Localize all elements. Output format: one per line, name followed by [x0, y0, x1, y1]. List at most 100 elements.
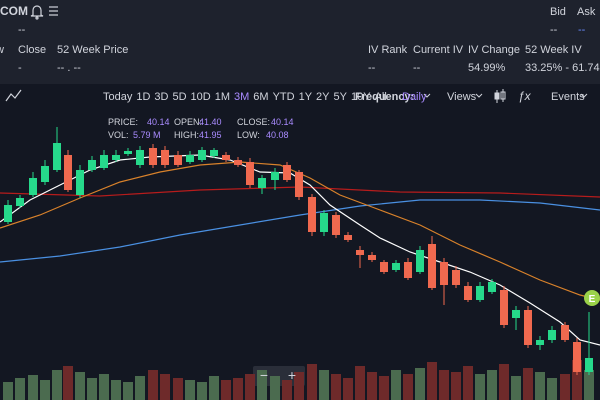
volume-bar [307, 364, 317, 400]
chevron [580, 93, 588, 98]
range-button[interactable]: All [374, 91, 387, 103]
volume-bar [547, 378, 557, 400]
fx-icon[interactable]: ƒx [518, 89, 532, 103]
candle-body [246, 162, 254, 185]
volume-bar [499, 364, 509, 400]
candle-body [356, 250, 364, 255]
stat-value: -- . -- [57, 62, 81, 74]
candle-body [222, 155, 230, 160]
volume-bar [379, 376, 389, 400]
volume-bar [123, 382, 133, 400]
info-value: 40.08 [266, 130, 289, 140]
views-button[interactable]: Views [447, 91, 477, 103]
candle-body [258, 178, 266, 188]
volume-bar [403, 374, 413, 400]
candle-body [136, 150, 144, 165]
zoom-out[interactable]: − [260, 367, 268, 383]
stat-label: 52 Week IV [525, 44, 582, 56]
volume-bar [75, 372, 85, 400]
range-button[interactable]: 1M [214, 91, 231, 103]
candle-body [561, 325, 569, 340]
candle-body [585, 358, 593, 372]
range-button[interactable]: 6M [253, 91, 269, 103]
candle-body [344, 235, 352, 240]
candle-icon[interactable] [494, 89, 506, 103]
stat-label: w [0, 44, 4, 56]
range-button[interactable]: 2Y [316, 91, 330, 103]
volume-bar [160, 374, 170, 400]
volume-bar [572, 360, 582, 400]
volume-bar [209, 376, 219, 400]
draw-tool-icon[interactable] [5, 89, 22, 102]
zoom-in[interactable]: + [288, 367, 296, 383]
volume-bar [233, 378, 243, 400]
range-button[interactable]: 1D [136, 91, 151, 103]
range-button[interactable]: 5D [172, 91, 187, 103]
moving-average [0, 161, 600, 301]
volume-bar [463, 366, 473, 400]
range-button[interactable]: 3M [234, 91, 250, 103]
candle-body [440, 262, 448, 285]
candle-body [548, 330, 556, 340]
stat-label: IV Change [468, 44, 520, 56]
stat-value: 33.25% - 61.74% [525, 62, 600, 74]
stat-value: 54.99% [468, 62, 506, 74]
events-button[interactable]: Events [551, 91, 585, 103]
candle-body [404, 262, 412, 278]
settings-icon[interactable] [49, 6, 58, 16]
candle-body [186, 155, 194, 162]
candle-body [416, 250, 424, 272]
range-button[interactable]: 5Y [333, 91, 347, 103]
volume-bar [523, 368, 533, 400]
candle-body [16, 198, 24, 206]
range-button[interactable]: YTD [272, 91, 295, 103]
volume-bar [343, 378, 353, 400]
volume-bar [185, 380, 195, 400]
info-label: CLOSE: [237, 117, 271, 127]
candle-body [112, 155, 120, 160]
range-button[interactable]: 3D [154, 91, 169, 103]
stat-label: IV Rank [368, 44, 408, 56]
candle-body [308, 197, 316, 232]
candle-body [368, 255, 376, 260]
candle-body [428, 244, 436, 288]
volume-bar [135, 376, 145, 400]
bell-icon[interactable] [30, 5, 44, 20]
left-value: -- [18, 24, 26, 36]
candle-body [488, 282, 496, 292]
volume-bar [40, 380, 50, 400]
volume-bar [15, 378, 25, 400]
candle-body [512, 310, 520, 318]
candle-body [500, 290, 508, 325]
info-value: 5.79 M [133, 130, 161, 140]
volume-bar [535, 372, 545, 400]
header-bar [0, 0, 600, 82]
chart-area [0, 84, 600, 400]
symbol: COM [0, 4, 28, 18]
frequency-value[interactable]: Daily [402, 91, 427, 103]
info-value: 41.40 [199, 117, 222, 127]
event-marker[interactable]: E [589, 294, 596, 305]
candle-body [53, 143, 61, 170]
volume-bar [560, 374, 570, 400]
volume-bar [99, 374, 109, 400]
range-button[interactable]: 1Y [298, 91, 313, 103]
volume-bar [487, 370, 497, 400]
range-button[interactable]: 10Y [350, 91, 371, 103]
candle-body [4, 205, 12, 222]
volume-bar [355, 366, 365, 400]
candle-body [380, 262, 388, 272]
volume-bar [257, 370, 267, 400]
moving-average [0, 199, 600, 263]
candle-body [41, 166, 49, 182]
range-button[interactable]: Today [103, 91, 133, 103]
ask-label: Ask [577, 6, 596, 18]
volume-bar [28, 375, 38, 400]
stat-value: -- [368, 62, 376, 74]
candle-body [283, 165, 291, 180]
chevron [475, 93, 483, 98]
volume-bar [63, 366, 73, 400]
range-button[interactable]: 10D [190, 91, 211, 103]
